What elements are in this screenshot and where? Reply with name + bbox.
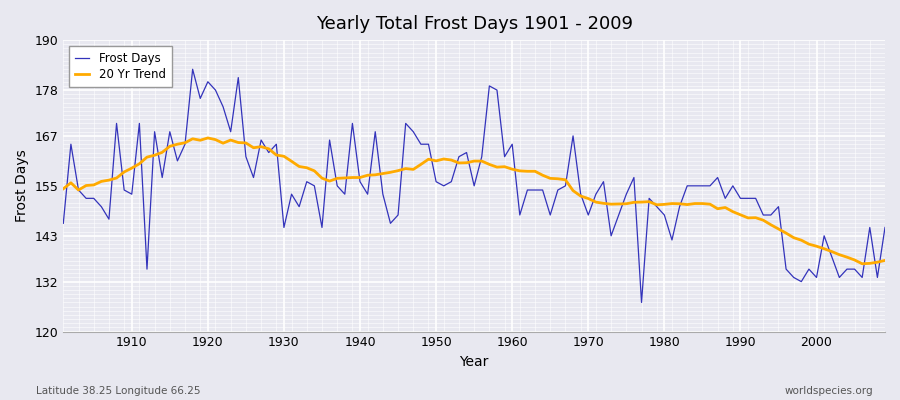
Frost Days <box>507 142 517 147</box>
Line: 20 Yr Trend: 20 Yr Trend <box>63 138 885 264</box>
Frost Days <box>636 300 647 305</box>
Y-axis label: Frost Days: Frost Days <box>15 150 29 222</box>
Title: Yearly Total Frost Days 1901 - 2009: Yearly Total Frost Days 1901 - 2009 <box>316 15 633 33</box>
Frost Days <box>58 221 68 226</box>
Frost Days <box>879 225 890 230</box>
Frost Days <box>119 188 130 192</box>
Legend: Frost Days, 20 Yr Trend: Frost Days, 20 Yr Trend <box>69 46 172 87</box>
20 Yr Trend <box>606 202 616 206</box>
20 Yr Trend <box>293 164 304 169</box>
20 Yr Trend <box>202 136 213 140</box>
Frost Days <box>293 204 304 209</box>
20 Yr Trend <box>879 258 890 263</box>
Line: Frost Days: Frost Days <box>63 69 885 302</box>
20 Yr Trend <box>515 168 526 173</box>
Text: worldspecies.org: worldspecies.org <box>785 386 873 396</box>
Frost Days <box>606 234 616 238</box>
X-axis label: Year: Year <box>460 355 489 369</box>
20 Yr Trend <box>857 261 868 266</box>
20 Yr Trend <box>339 176 350 180</box>
20 Yr Trend <box>119 170 130 174</box>
Text: Latitude 38.25 Longitude 66.25: Latitude 38.25 Longitude 66.25 <box>36 386 201 396</box>
Frost Days <box>339 192 350 196</box>
20 Yr Trend <box>58 186 68 191</box>
20 Yr Trend <box>507 167 517 172</box>
Frost Days <box>187 67 198 72</box>
Frost Days <box>515 212 526 217</box>
